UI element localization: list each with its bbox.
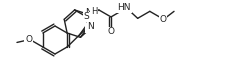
Text: N: N [87,22,94,31]
Text: N: N [86,24,93,32]
Text: N: N [86,8,92,17]
Text: HN: HN [117,3,131,12]
Text: O: O [108,27,114,36]
Text: O: O [25,34,32,44]
Text: S: S [84,12,90,21]
Text: O: O [159,15,166,24]
Text: H: H [91,7,98,16]
